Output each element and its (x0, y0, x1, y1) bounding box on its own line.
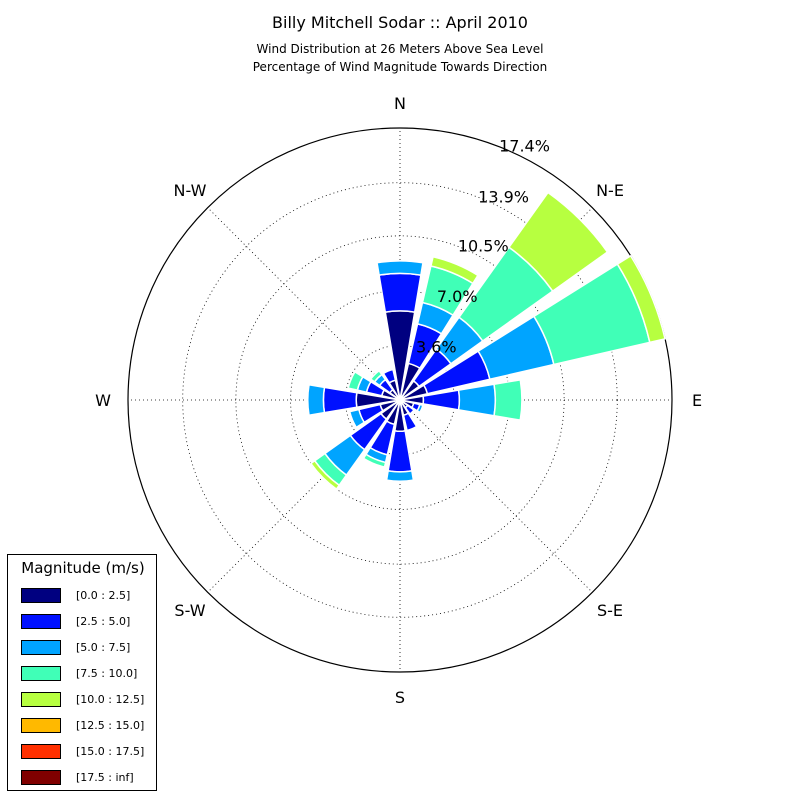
polar-labels: N N-E E S-E S S-W W N-W 3.6% 7.0% 10.5% 13.9% 17.4% (95, 94, 702, 707)
legend-item: [7.5 : 10.0] (21, 665, 137, 681)
legend-label: [15.0 : 17.5] (76, 744, 145, 758)
direction-label: S-W (174, 601, 205, 620)
ring-label: 10.5% (458, 236, 509, 255)
direction-label: E (692, 391, 702, 410)
legend-item: [5.0 : 7.5] (21, 639, 130, 655)
legend-label: [17.5 : inf] (76, 770, 134, 784)
wind-bar-ese-bin-2 (416, 403, 424, 414)
legend-title: Magnitude (m/s) (21, 559, 145, 577)
wind-bar-nnw-bin-1 (382, 368, 397, 384)
legend-swatch (21, 613, 61, 629)
direction-label: S-E (597, 601, 623, 620)
wind-bar-ssw-bin-3 (362, 453, 387, 468)
legend-label: [5.0 : 7.5] (76, 640, 131, 654)
grid-ring (182, 182, 618, 618)
wind-bar-nne-bin-4 (430, 255, 479, 285)
legend-swatch (21, 587, 61, 603)
chart-subtitle-line-2: Percentage of Wind Magnitude Towards Dir… (253, 60, 547, 74)
legend-label: [7.5 : 10.0] (76, 666, 138, 680)
legend-item: [15.0 : 17.5] (21, 743, 144, 759)
legend-swatch (21, 665, 61, 681)
grid-spoke (399, 399, 593, 593)
wind-bar-wnw-bin-3 (347, 370, 364, 392)
direction-label: N (394, 94, 406, 113)
direction-label: N-E (596, 181, 624, 200)
ring-label: 7.0% (437, 287, 478, 306)
wind-bar-se-bin-1 (404, 404, 416, 416)
outer-ring (127, 127, 673, 673)
wind-bar-s-bin-2 (385, 470, 415, 483)
ring-label: 13.9% (478, 187, 529, 206)
legend-label: [10.0 : 12.5] (76, 692, 145, 706)
legend-swatch (21, 743, 61, 759)
direction-label: S (395, 688, 405, 707)
wind-bar-w-bin-2 (307, 383, 326, 417)
legend-label: [2.5 : 5.0] (76, 614, 131, 628)
wind-bars (307, 191, 666, 491)
wind-bar-e-bin-3 (493, 379, 523, 421)
legend-item: [12.5 : 15.0] (21, 717, 144, 733)
grid-spoke (207, 207, 401, 401)
legend-label: [0.0 : 2.5] (76, 588, 131, 602)
wind-bar-w-bin-1 (322, 386, 358, 414)
legend-label: [12.5 : 15.0] (76, 718, 145, 732)
wind-bar-sse-bin-1 (402, 412, 418, 432)
grid-spoke (207, 399, 401, 593)
wind-bar-wsw-bin-2 (348, 408, 366, 429)
legend-swatch (21, 691, 61, 707)
wind-bar-sw-bin-4 (309, 459, 341, 491)
legend: Magnitude (m/s) [0.0 : 2.5] [2.5 : 5.0] [5… (7, 554, 157, 791)
chart-title: Billy Mitchell Sodar :: April 2010 (272, 13, 528, 32)
legend-item: [2.5 : 5.0] (21, 613, 130, 629)
wind-bar-ene-bin-4 (616, 254, 666, 344)
wind-bar-nw-bin-3 (369, 369, 383, 383)
chart-subtitle-line-1: Wind Distribution at 26 Meters Above Sea… (257, 42, 544, 56)
legend-swatch (21, 769, 61, 785)
wind-bar-n-bin-2 (376, 260, 424, 276)
legend-item: [0.0 : 2.5] (21, 587, 130, 603)
wind-bar-ne-bin-4 (507, 191, 609, 293)
legend-item: [17.5 : inf] (21, 769, 134, 785)
direction-label: N-W (174, 181, 207, 200)
legend-swatch (21, 717, 61, 733)
legend-swatch (21, 639, 61, 655)
wind-bar-e-bin-2 (457, 383, 497, 417)
ring-label: 3.6% (416, 337, 457, 356)
ring-label: 17.4% (499, 137, 550, 156)
direction-label: W (95, 391, 111, 410)
wind-bar-n-bin-1 (378, 272, 422, 313)
legend-item: [10.0 : 12.5] (21, 691, 144, 707)
